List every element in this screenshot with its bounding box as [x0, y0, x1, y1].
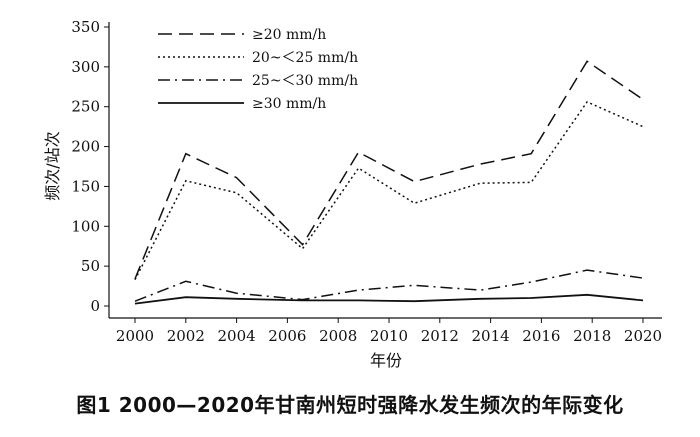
- x-tick-label: 2016: [522, 327, 560, 345]
- x-tick-label: 2004: [218, 327, 256, 345]
- y-tick-label: 250: [71, 98, 100, 116]
- y-axis-title: 频次/站次: [43, 131, 62, 200]
- axes: [108, 22, 662, 319]
- x-tick-label: 2006: [268, 327, 306, 345]
- x-tick-label: 2018: [573, 327, 611, 345]
- legend-label: ≥30 mm/h: [252, 96, 326, 112]
- x-axis-ticks: 2000 2002 2004 2006 2008 2010 2012 2014 2016 2018…: [116, 318, 662, 345]
- y-tick-label: 100: [71, 217, 100, 235]
- x-tick-label: 2012: [421, 327, 459, 345]
- y-axis-ticks: 0 50 100 150 200 250 300 350: [71, 18, 109, 315]
- y-tick-label: 200: [71, 138, 100, 156]
- series-line-2: [134, 100, 644, 281]
- x-tick-label: 2008: [319, 327, 357, 345]
- y-tick-label: 0: [90, 297, 100, 315]
- x-tick-label: 2010: [370, 327, 408, 345]
- legend-label: 25~＜30 mm/h: [252, 73, 358, 89]
- legend-label: ≥20 mm/h: [252, 27, 326, 43]
- legend-label: 20~＜25 mm/h: [252, 50, 358, 66]
- series-line-3: [134, 269, 644, 302]
- series-line-1: [134, 60, 644, 280]
- x-tick-label: 2002: [167, 327, 205, 345]
- y-tick-label: 350: [71, 18, 100, 36]
- series-line-4: [134, 293, 644, 305]
- x-tick-label: 2000: [116, 327, 154, 345]
- y-tick-label: 50: [81, 257, 100, 275]
- legend: ≥20 mm/h 20~＜25 mm/h 25~＜30 mm/h ≥30 mm/h: [158, 27, 358, 112]
- y-tick-label: 150: [71, 177, 100, 195]
- figure-caption: 图1 2000—2020年甘南州短时强降水发生频次的年际变化: [76, 393, 624, 417]
- x-axis-title: 年份: [370, 351, 402, 370]
- y-tick-label: 300: [71, 58, 100, 76]
- series-lines: [134, 60, 644, 305]
- x-tick-label: 2020: [624, 327, 662, 345]
- x-tick-label: 2014: [472, 327, 510, 345]
